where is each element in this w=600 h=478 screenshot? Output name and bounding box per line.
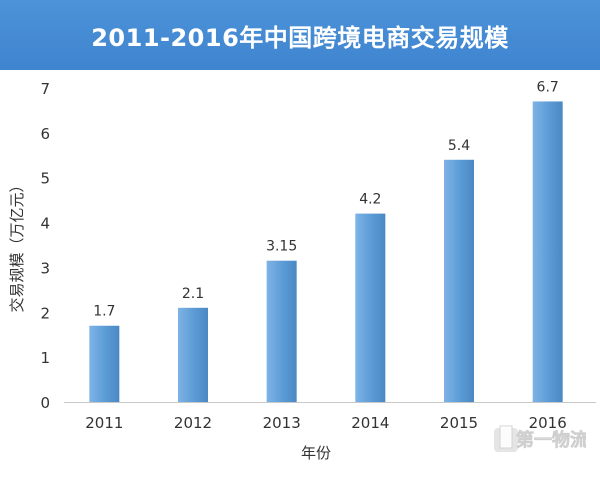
- y-tick-label: 5: [40, 170, 50, 188]
- data-label: 5.4: [448, 138, 470, 154]
- bar-chart: 0 1 2 3 4 5 6 7 交易规模（万亿元） 年份 1.7 2011 2.1 2012 3.15 20…: [8, 79, 596, 462]
- x-axis-label: 年份: [301, 444, 331, 462]
- bar-2013: [266, 260, 297, 402]
- watermark-logo: 第一物流: [490, 422, 588, 458]
- x-tick-label: 2011: [85, 414, 123, 432]
- data-label: 6.7: [537, 79, 559, 95]
- data-label: 3.15: [266, 239, 297, 255]
- bar-2012: [178, 307, 208, 402]
- data-label: 1.7: [93, 304, 115, 320]
- data-label: 2.1: [182, 286, 204, 302]
- watermark-text: 第一物流: [516, 429, 586, 451]
- y-tick-label: 4: [40, 215, 50, 233]
- y-tick-label: 7: [40, 80, 50, 98]
- x-tick-label: 2016: [529, 414, 567, 432]
- chart-title-banner: 2011-2016年中国跨境电商交易规模: [0, 0, 600, 70]
- y-tick-label: 2: [40, 304, 50, 322]
- y-tick-label: 0: [40, 394, 50, 412]
- x-tick-label: 2013: [263, 414, 301, 432]
- y-tick-label: 3: [40, 259, 50, 277]
- y-axis-label: 交易规模（万亿元）: [8, 177, 26, 312]
- x-tick-label: 2012: [174, 414, 212, 432]
- x-tick-label: 2015: [440, 414, 478, 432]
- x-tick-label: 2014: [351, 414, 389, 432]
- data-label: 4.2: [359, 192, 381, 208]
- bar-2015: [444, 159, 474, 402]
- bar-2014: [355, 213, 386, 402]
- chart-title: 2011-2016年中国跨境电商交易规模: [91, 23, 509, 52]
- bar-2011: [89, 325, 120, 402]
- y-tick-label: 6: [40, 125, 50, 143]
- y-tick-label: 1: [40, 349, 50, 367]
- chart-area: 0 1 2 3 4 5 6 7 交易规模（万亿元） 年份 1.7 2011 2.1 2012 3.15 20…: [0, 70, 600, 474]
- bar-2016: [532, 101, 563, 402]
